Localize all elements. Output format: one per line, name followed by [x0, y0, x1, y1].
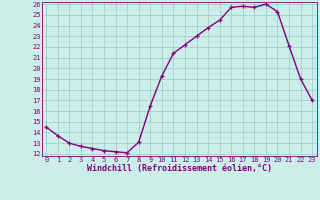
X-axis label: Windchill (Refroidissement éolien,°C): Windchill (Refroidissement éolien,°C) — [87, 164, 272, 173]
